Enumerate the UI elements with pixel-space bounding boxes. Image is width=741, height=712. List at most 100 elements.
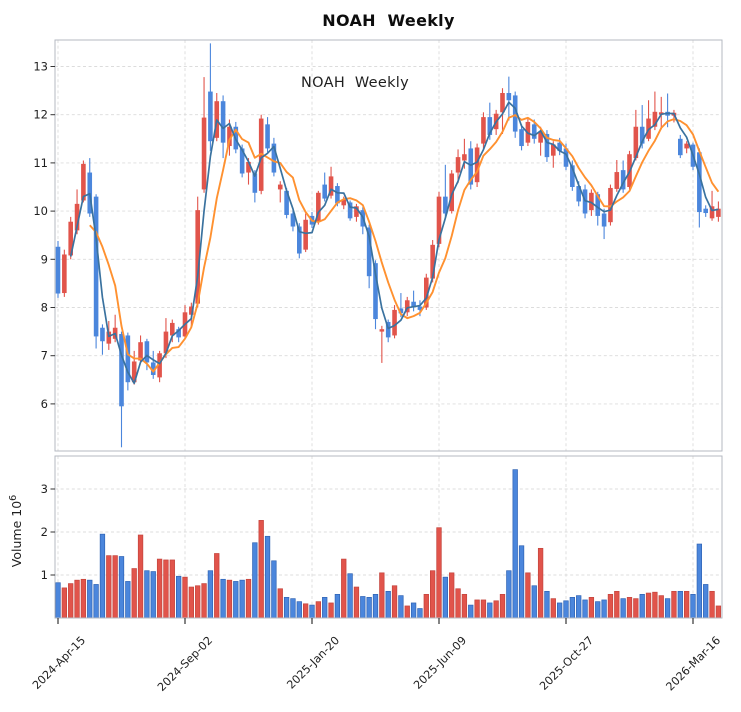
volume-bar <box>264 535 271 619</box>
volume-bar <box>309 604 315 619</box>
volume-bar <box>195 585 201 619</box>
candle-body-down <box>335 186 340 204</box>
candle-body-down <box>252 173 258 193</box>
volume-bar <box>87 579 93 619</box>
volume-bar <box>214 553 220 619</box>
candle-body-down <box>570 165 575 187</box>
volume-bar <box>315 601 321 619</box>
volume-bar <box>556 602 563 619</box>
candle-body-up <box>455 157 461 173</box>
volume-bar <box>563 600 569 619</box>
candle-body-up <box>74 203 80 231</box>
candle-body-up <box>138 342 143 361</box>
volume-bar <box>633 598 639 619</box>
candle-body-up <box>474 147 480 183</box>
volume-bar <box>99 533 106 619</box>
candle-body-up <box>303 219 308 250</box>
candle-body-up <box>481 117 486 144</box>
volume-bar <box>703 584 709 619</box>
candle-body-up <box>68 221 73 256</box>
volume-bar <box>385 590 391 619</box>
volume-bar <box>576 595 582 619</box>
volume-bar <box>296 601 302 619</box>
volume-bar <box>372 593 379 619</box>
volume-bar <box>188 586 195 619</box>
price-tick-label: 12 <box>33 108 48 122</box>
volume-tick-label: 1 <box>41 568 48 582</box>
candle-body-up <box>404 300 410 313</box>
volume-bar <box>449 572 455 619</box>
candle-body-up <box>589 192 594 211</box>
candle-body-up <box>430 244 435 279</box>
volume-bar <box>360 596 366 619</box>
volume-bar <box>334 593 341 619</box>
candle-body-up <box>716 208 721 217</box>
candle-body-down <box>639 126 645 144</box>
candle-body-up <box>633 126 639 159</box>
candle-body-down <box>290 213 296 227</box>
volume-bar <box>461 593 468 619</box>
volume-bar <box>404 605 410 619</box>
volume-bar <box>626 597 633 619</box>
volume-bar <box>468 604 474 619</box>
volume-bar <box>290 598 296 619</box>
candle-body-down <box>697 152 702 213</box>
volume-bar <box>118 556 125 619</box>
x-tick-label: 2025-Oct-27 <box>537 634 596 693</box>
candle-body-up <box>170 322 175 336</box>
candle-body-down <box>385 321 391 338</box>
volume-bar <box>233 581 239 619</box>
candle-body-up <box>436 196 442 244</box>
candle-body-up <box>462 154 467 161</box>
candle-body-down <box>398 308 404 314</box>
candle-body-up <box>163 331 169 354</box>
volume-bar <box>601 599 607 619</box>
candle-body-down <box>417 306 423 310</box>
volume-bar <box>353 586 360 619</box>
volume-bar <box>487 602 493 619</box>
volume-tick-label: 3 <box>41 482 48 496</box>
candle-body-up <box>652 111 658 127</box>
candle-body-up <box>189 306 194 315</box>
candle-body-down <box>144 341 150 363</box>
candle-body-down <box>176 329 181 338</box>
candle-body-up <box>62 254 67 294</box>
candle-body-up <box>709 206 715 219</box>
volume-bar <box>436 527 442 619</box>
candle-body-up <box>277 184 283 190</box>
candle-body-down <box>93 196 99 337</box>
candle-body-down <box>678 138 683 156</box>
candle-body-down <box>557 142 562 151</box>
price-tick-label: 11 <box>33 156 48 170</box>
volume-bar <box>518 545 525 619</box>
candle-body-up <box>328 176 334 196</box>
volume-bar <box>341 558 347 619</box>
volume-bar <box>252 542 258 619</box>
volume-bar <box>182 576 188 619</box>
volume-bar <box>652 591 658 619</box>
volume-bar <box>271 560 277 619</box>
volume-bar <box>366 597 372 619</box>
price-tick-label: 9 <box>41 252 48 266</box>
volume-bar <box>220 578 226 619</box>
volume-bar <box>61 587 67 619</box>
candle-body-down <box>487 117 493 135</box>
volume-bar <box>283 597 290 619</box>
candle-body-up <box>246 161 251 173</box>
price-panel-frame <box>54 39 723 452</box>
volume-bar <box>163 559 169 619</box>
candle-body-down <box>322 184 327 199</box>
volume-bar <box>74 579 80 619</box>
candle-body-up <box>424 277 429 308</box>
volume-panel-frame <box>54 455 723 619</box>
volume-bar <box>531 585 537 619</box>
volume-bar <box>423 593 429 619</box>
candle-body-down <box>265 124 270 149</box>
candle-body-up <box>392 309 397 336</box>
volume-bar <box>709 590 715 619</box>
volume-bar <box>80 578 87 619</box>
volume-bar <box>645 592 652 619</box>
candle-body-down <box>443 196 448 214</box>
volume-bar <box>303 603 309 619</box>
